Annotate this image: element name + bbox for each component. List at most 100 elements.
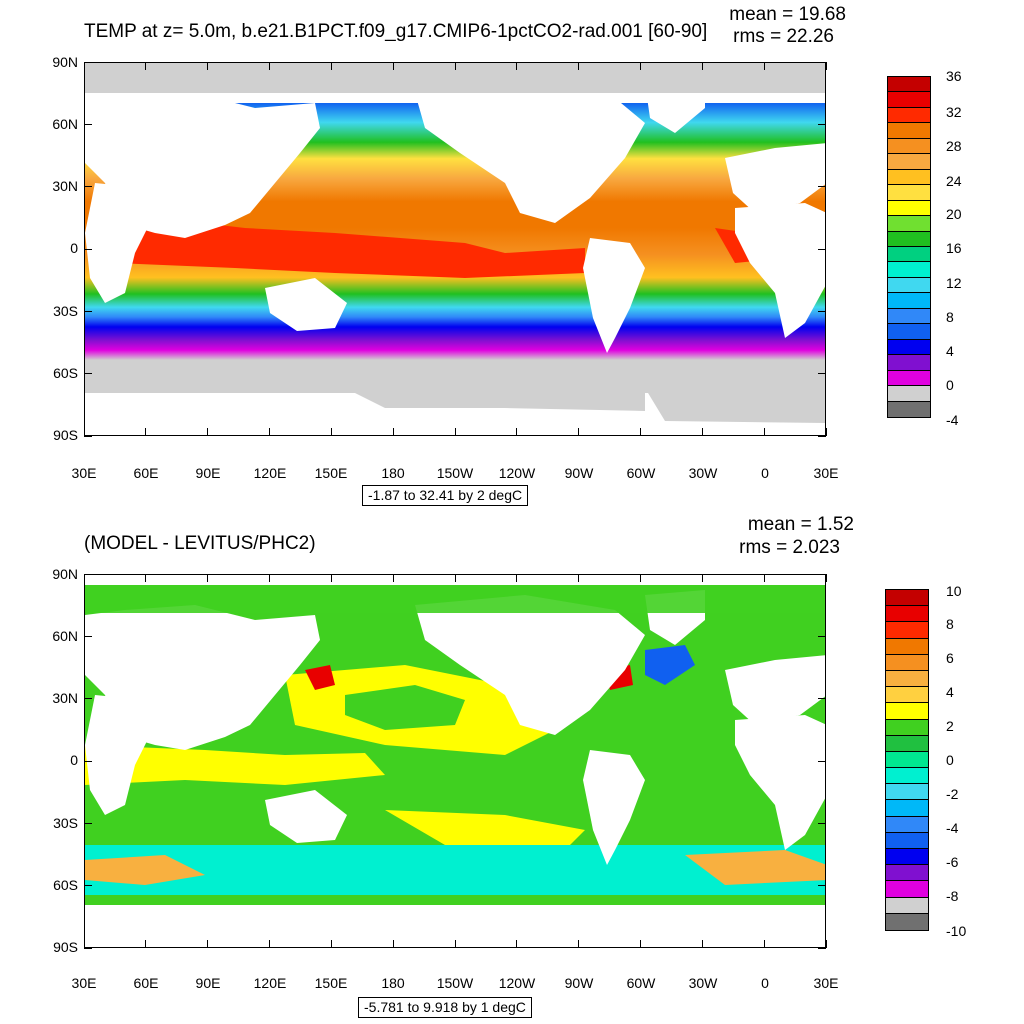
axis-tick — [454, 62, 456, 70]
arctic-band — [85, 585, 825, 613]
axis-tick — [84, 61, 92, 63]
axis-tick — [454, 940, 456, 948]
top-colorbar — [887, 76, 931, 418]
colorbar-swatch — [888, 231, 930, 247]
colorbar-swatch — [888, 123, 930, 139]
axis-tick — [207, 574, 209, 582]
bottom-colorbar-label: -4 — [946, 820, 959, 836]
top-lat-label: 30S — [53, 303, 78, 319]
top-colorbar-label: 12 — [946, 275, 962, 291]
top-lon-label: 60E — [133, 465, 159, 481]
axis-tick — [825, 428, 827, 436]
continents — [85, 590, 825, 865]
bottom-rms: rms = 2.023 — [739, 537, 840, 558]
australia-land — [265, 790, 347, 843]
axis-tick — [701, 940, 703, 948]
axis-tick — [818, 186, 826, 188]
top-map-frame — [84, 62, 826, 436]
colorbar-swatch — [888, 293, 930, 309]
axis-tick — [207, 62, 209, 70]
north-america-land — [415, 83, 645, 223]
colorbar-swatch — [886, 703, 928, 720]
south-america-land — [583, 238, 645, 353]
axis-tick — [84, 573, 92, 575]
arctic-ice — [85, 63, 825, 93]
colorbar-swatch — [886, 913, 928, 930]
top-lat-label: 60N — [52, 116, 78, 132]
colorbar-swatch — [886, 816, 928, 833]
top-lat-label: 0 — [70, 240, 78, 256]
colorbar-swatch — [886, 606, 928, 623]
axis-tick — [84, 186, 92, 188]
top-colorbar-label: 20 — [946, 206, 962, 222]
top-lon-label: 150E — [314, 465, 348, 481]
axis-tick — [516, 940, 518, 948]
axis-tick — [818, 310, 826, 312]
axis-tick — [454, 428, 456, 436]
bottom-colorbar-label: 8 — [946, 616, 954, 632]
axis-tick — [330, 428, 332, 436]
axis-tick — [84, 822, 92, 824]
colorbar-swatch — [886, 865, 928, 882]
antarctic-ice-east — [645, 383, 825, 423]
europe-west-land — [725, 655, 825, 725]
axis-tick — [818, 760, 826, 762]
continents — [85, 78, 825, 353]
colorbar-swatch — [888, 308, 930, 325]
bottom-lon-label: 180 — [381, 975, 405, 991]
axis-tick — [701, 574, 703, 582]
top-lon-label: 150W — [436, 465, 474, 481]
bottom-panel: (MODEL - LEVITUS/PHC2) mean = 1.52 rms =… — [0, 512, 1024, 1024]
warm-pool-patch — [115, 213, 585, 278]
colorbar-swatch — [888, 169, 930, 186]
axis-tick — [269, 62, 270, 70]
colorbar-swatch — [886, 622, 928, 639]
north-atlantic-cold — [645, 645, 695, 685]
axis-tick — [763, 62, 765, 70]
axis-tick — [84, 698, 92, 700]
bottom-lon-label: 120E — [253, 975, 287, 991]
top-colorbar-label: -4 — [946, 412, 959, 428]
axis-tick — [818, 947, 826, 949]
australia-land — [265, 278, 347, 331]
bottom-lon-label: 30W — [688, 975, 718, 991]
bottom-lat-label: 60N — [52, 628, 78, 644]
top-lat-label: 90S — [53, 427, 78, 443]
top-lon-label: 30E — [71, 465, 97, 481]
top-colorbar-label: 24 — [946, 173, 962, 189]
axis-tick — [818, 885, 826, 887]
europe-west-land — [725, 143, 825, 213]
axis-tick — [392, 62, 394, 70]
africa-land — [735, 715, 825, 850]
axis-tick — [207, 940, 209, 948]
axis-tick — [84, 885, 92, 887]
bottom-lon-label: 30E — [71, 975, 97, 991]
bottom-colorbar-label: -6 — [946, 854, 959, 870]
north-pacific-core — [345, 685, 465, 730]
top-lon-label: 90E — [195, 465, 221, 481]
colorbar-swatch — [886, 800, 928, 817]
top-lat-label: 30N — [52, 178, 78, 194]
axis-tick — [516, 428, 518, 436]
colorbar-swatch — [886, 849, 928, 866]
antarctic-ice — [355, 381, 645, 411]
axis-tick — [818, 123, 826, 125]
colorbar-swatch — [886, 897, 928, 914]
axis-tick — [818, 698, 826, 700]
top-colorbar-label: 16 — [946, 240, 962, 256]
axis-tick — [640, 574, 641, 582]
axis-tick — [818, 822, 826, 824]
top-colorbar-label: 0 — [946, 377, 954, 393]
axis-tick — [516, 574, 518, 582]
axis-tick — [84, 435, 92, 437]
axis-tick — [330, 62, 332, 70]
top-contour-info: -1.87 to 32.41 by 2 degC — [362, 485, 529, 507]
top-lat-label: 60S — [53, 365, 78, 381]
colorbar-swatch — [888, 386, 930, 402]
bottom-colorbar-label: 0 — [946, 752, 954, 768]
colorbar-swatch — [888, 262, 930, 278]
atlantic-south-warm — [685, 850, 825, 885]
axis-tick — [84, 373, 92, 375]
top-lon-label: 30E — [813, 465, 839, 481]
colorbar-swatch — [888, 107, 930, 124]
